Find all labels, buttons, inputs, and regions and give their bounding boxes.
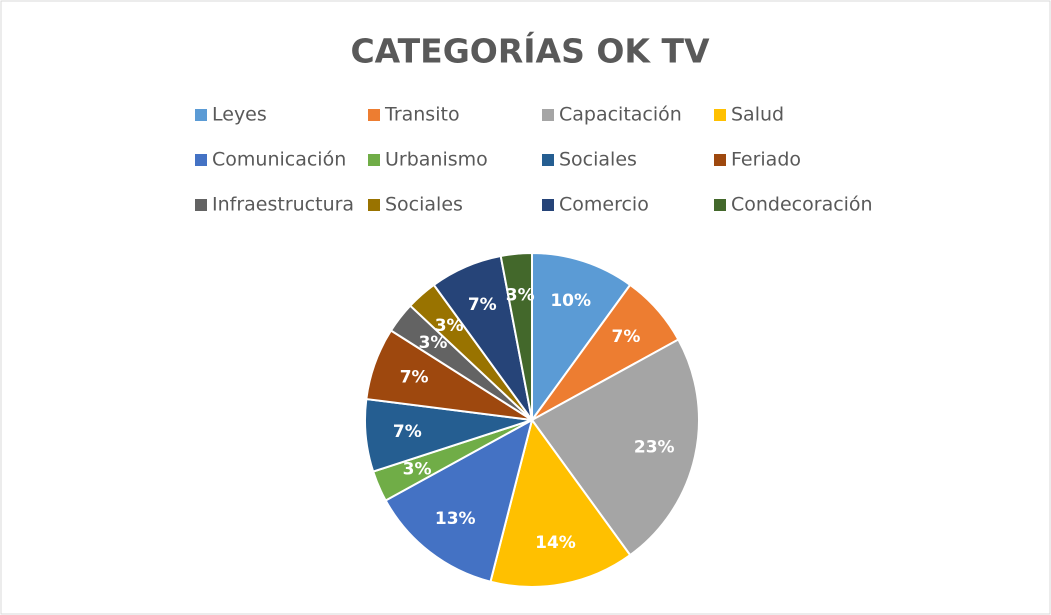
legend-label: Comercio: [559, 194, 649, 216]
data-label: 7%: [468, 295, 497, 315]
legend-swatch: [195, 154, 207, 166]
legend-swatch: [714, 109, 726, 121]
legend-swatch: [195, 109, 207, 121]
legend-swatch: [714, 154, 726, 166]
legend-swatch: [368, 199, 380, 211]
legend-label: Sociales: [559, 149, 637, 171]
legend-label: Infraestructura: [212, 194, 354, 216]
data-label: 3%: [419, 333, 448, 353]
data-label: 3%: [403, 460, 432, 480]
legend-swatch: [542, 154, 554, 166]
data-label: 10%: [550, 291, 591, 311]
legend-label: Sociales: [385, 194, 463, 216]
data-label: 14%: [535, 533, 576, 553]
data-label: 3%: [506, 285, 535, 305]
legend-swatch: [714, 199, 726, 211]
legend-label: Transito: [384, 104, 460, 126]
legend-label: Leyes: [212, 104, 267, 126]
data-label: 7%: [393, 422, 422, 442]
pie-slice: [499, 251, 533, 421]
legend-label: Capacitación: [559, 104, 682, 126]
legend-label: Urbanismo: [385, 149, 488, 171]
pie-slice: [531, 251, 632, 424]
pie-slice: [489, 417, 632, 588]
data-label: 23%: [634, 437, 675, 457]
data-label: 13%: [435, 509, 476, 529]
data-label: 3%: [435, 316, 464, 336]
legend-swatch: [542, 199, 554, 211]
chart-title: CATEGORÍAS OK TV: [350, 31, 709, 71]
legend-swatch: [195, 199, 207, 211]
legend-label: Salud: [731, 104, 784, 126]
legend-label: Comunicación: [212, 149, 346, 171]
legend-swatch: [368, 109, 380, 121]
legend-swatch: [368, 154, 380, 166]
legend-label: Feriado: [731, 149, 801, 171]
pie-slice: [384, 418, 534, 583]
legend-label: Condecoración: [731, 194, 873, 216]
legend-swatch: [542, 109, 554, 121]
pie-slice: [530, 338, 700, 557]
data-label: 7%: [612, 327, 641, 347]
data-label: 7%: [400, 368, 429, 388]
